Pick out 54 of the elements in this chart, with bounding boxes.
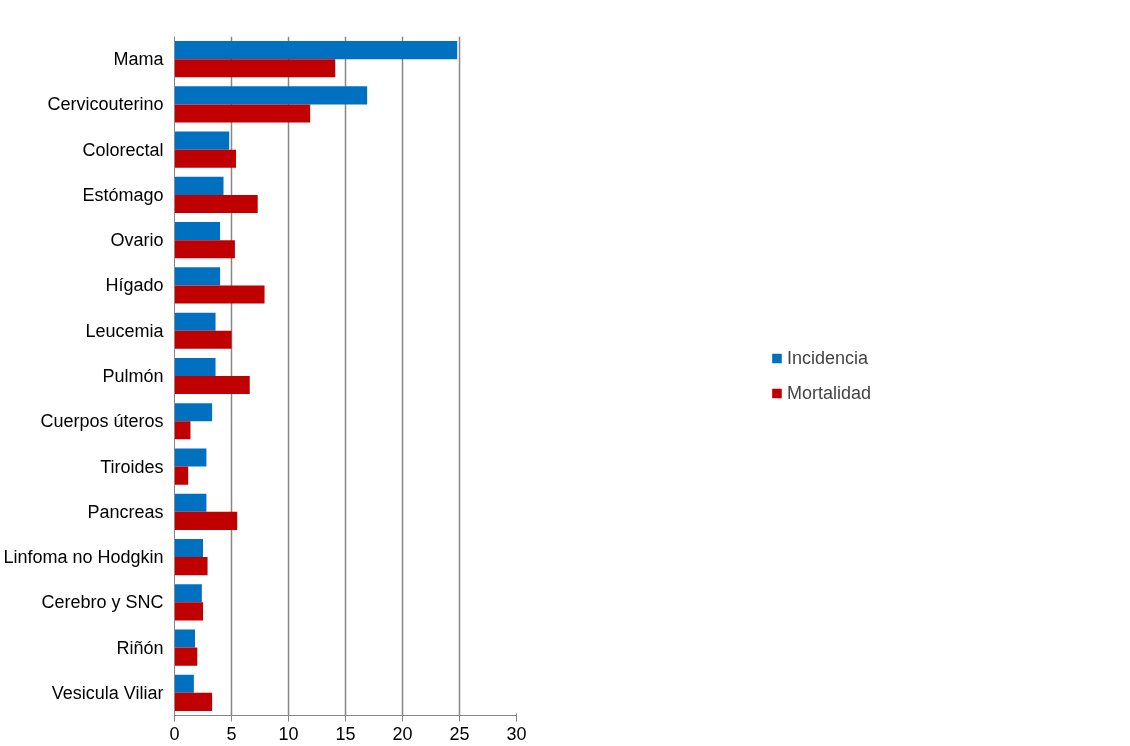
bar <box>174 692 213 711</box>
bar <box>174 194 258 214</box>
y-tick-label: Cervicouterino <box>47 94 164 115</box>
y-tick-label: Hígado <box>105 275 164 296</box>
bar <box>174 59 336 78</box>
y-tick-label: Riñón <box>116 637 164 658</box>
bar <box>174 538 203 558</box>
bar <box>174 466 189 485</box>
x-tick-label: 30 <box>506 723 527 744</box>
y-tick-label: Vesicula Viliar <box>51 682 164 703</box>
bar <box>174 312 216 331</box>
x-tick-label: 15 <box>335 723 356 744</box>
bar <box>174 330 232 349</box>
bar <box>174 511 238 530</box>
y-tick-label: Cuerpos úteros <box>40 411 164 432</box>
y-tick-label: Mama <box>113 49 165 70</box>
bar <box>174 86 368 105</box>
bar <box>174 285 265 304</box>
bar <box>174 131 230 150</box>
y-tick-label: Linfoma no Hodgkin <box>3 547 164 568</box>
bar <box>174 267 221 286</box>
bar <box>174 557 208 576</box>
bar <box>174 222 221 241</box>
y-tick-label: Pancreas <box>87 501 164 522</box>
bar <box>174 448 207 467</box>
legend-label: Mortalidad <box>786 382 872 404</box>
bar <box>174 240 235 259</box>
y-tick-label: Colorectal <box>82 139 164 160</box>
bar <box>174 584 202 603</box>
bar <box>174 357 216 376</box>
bar <box>174 647 198 666</box>
bar <box>174 176 224 195</box>
bar <box>174 602 203 621</box>
y-tick-label: Estómago <box>82 184 164 205</box>
bar <box>174 421 191 440</box>
bar <box>174 376 250 395</box>
x-tick-label: 5 <box>226 723 237 744</box>
y-tick-label: Pulmón <box>102 366 164 386</box>
y-tick-label: Tiroides <box>100 456 164 477</box>
bar <box>174 403 213 422</box>
bar <box>174 674 194 693</box>
x-tick-label: 25 <box>449 723 470 744</box>
legend-label: Incidencia <box>786 347 869 369</box>
bar <box>174 41 458 60</box>
x-tick-label: 20 <box>392 723 413 744</box>
bar <box>174 493 207 512</box>
y-tick-label: Ovario <box>110 230 164 251</box>
bar <box>174 104 311 123</box>
x-tick-label: 0 <box>169 723 180 744</box>
bar <box>174 149 237 168</box>
bar <box>174 629 196 648</box>
y-tick-label: Cerebro y SNC <box>41 592 164 613</box>
y-tick-label: Leucemia <box>85 320 165 341</box>
x-tick-label: 10 <box>278 723 299 744</box>
